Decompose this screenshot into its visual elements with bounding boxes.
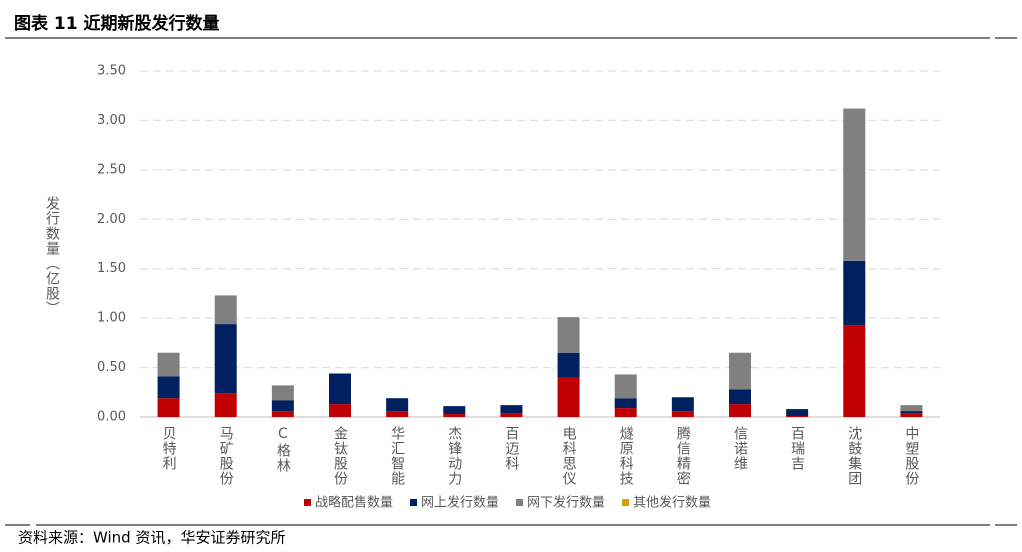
legend-swatch [304, 499, 311, 506]
legend-label: 其他发行数量 [633, 495, 711, 511]
x-tick-label: 中塑股份 [903, 426, 919, 486]
legend-label: 网上发行数量 [421, 495, 499, 511]
bar-segment [157, 352, 180, 377]
bar-segment [786, 416, 809, 417]
bar-segment [157, 376, 180, 399]
x-tick-label: 百瑞吉 [789, 426, 805, 471]
x-tick-label: C格林 [275, 426, 291, 473]
legend-label: 网下发行数量 [527, 495, 605, 511]
y-tick-label: 2.00 [97, 212, 126, 227]
x-tick-label: 百迈科 [503, 426, 519, 471]
y-tick-label: 3.00 [97, 113, 126, 128]
x-tick-label: 贝特利 [161, 426, 177, 471]
legend-label: 战略配售数量 [315, 495, 393, 511]
x-tick-label: 电科思仪 [561, 426, 577, 486]
y-tick-label: 1.00 [97, 311, 126, 326]
x-tick-label: 信诺维 [732, 426, 748, 471]
x-tick-label: 杰锋动力 [446, 426, 462, 486]
y-tick-label: 0.00 [97, 410, 126, 425]
bar-segment [500, 413, 523, 417]
x-tick-label: 沈鼓集团 [846, 426, 862, 486]
bar-segment [443, 414, 466, 417]
bar-segment [614, 374, 637, 399]
y-tick-label: 3.50 [97, 64, 126, 79]
bar-segment [329, 404, 351, 417]
bar-segment [214, 393, 237, 417]
bar-segment [557, 377, 580, 417]
y-axis-label: 发行数量（亿股） [44, 196, 60, 316]
bar-segment [671, 411, 694, 417]
bar-segment [729, 389, 751, 405]
bar-segment [271, 400, 294, 412]
bar-segment [271, 385, 294, 401]
legend-swatch [516, 499, 524, 506]
bar-segment [614, 408, 637, 417]
bar-segment [786, 409, 809, 417]
x-tick-label: 燧原科技 [618, 426, 634, 486]
bar-segment [900, 411, 923, 414]
x-tick-label: 金钛股份 [332, 426, 348, 486]
bar-segment [671, 397, 694, 412]
bar-segment [329, 373, 351, 405]
bar-segment [214, 324, 237, 394]
bar-segment [843, 325, 866, 417]
bar-segment [557, 352, 580, 378]
bar-segment [386, 398, 409, 412]
bar-segment [271, 411, 294, 417]
source-note: 资料来源：Wind 资讯，华安证券研究所 [18, 529, 285, 547]
bar-segment [500, 405, 523, 414]
y-tick-label: 1.50 [97, 261, 126, 276]
x-tick-label: 马矿股份 [218, 426, 234, 486]
bar-segment [443, 406, 466, 415]
bar-segment [843, 260, 866, 326]
legend-swatch [410, 499, 418, 506]
bar-segment [614, 398, 637, 409]
y-tick-label: 2.50 [97, 162, 126, 177]
x-tick-label: 腾信精密 [675, 425, 691, 486]
bar-segment [900, 405, 923, 412]
x-tick-label: 华汇智能 [389, 426, 405, 486]
bar-segment [729, 404, 751, 417]
bar-segment [157, 398, 180, 417]
bar-segment [900, 413, 923, 417]
legend-swatch [622, 499, 630, 506]
chart-title: 图表 11 近期新股发行数量 [14, 13, 220, 34]
bar-segment [557, 317, 580, 353]
bar-segment [729, 352, 751, 390]
bar-segment [843, 108, 866, 261]
y-tick-label: 0.50 [97, 360, 126, 375]
bar-segment [214, 295, 237, 325]
bar-segment [386, 411, 409, 417]
